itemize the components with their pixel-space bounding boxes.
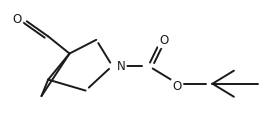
- Text: O: O: [172, 80, 181, 93]
- Text: O: O: [159, 34, 168, 47]
- Text: O: O: [13, 13, 22, 26]
- Text: N: N: [117, 60, 126, 73]
- Text: O: O: [13, 13, 22, 26]
- Text: O: O: [172, 80, 181, 93]
- Text: N: N: [117, 60, 126, 73]
- Text: O: O: [159, 34, 168, 47]
